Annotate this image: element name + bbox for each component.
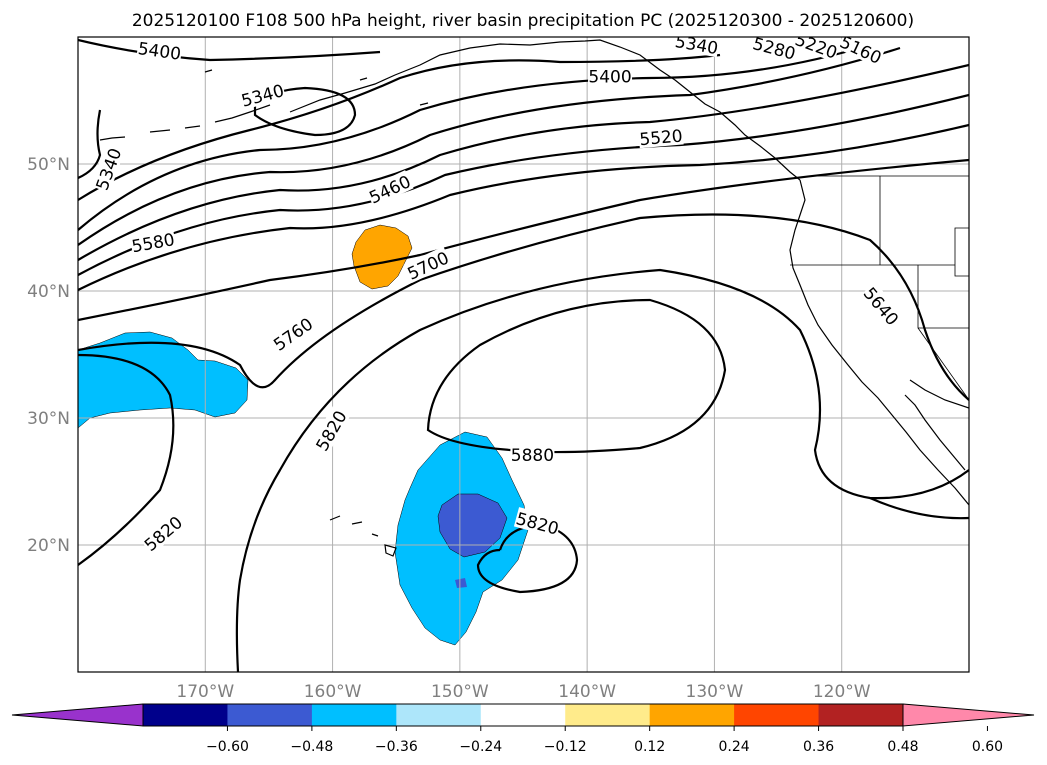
latitude-tick-label: 50°N bbox=[27, 155, 70, 175]
contour-label: 5520 bbox=[639, 126, 684, 150]
contour-label-background bbox=[90, 144, 125, 193]
contour-label-background bbox=[750, 37, 799, 63]
plot-background bbox=[78, 37, 969, 672]
contour-label-background bbox=[268, 312, 317, 355]
contour-label: 5400 bbox=[588, 67, 631, 87]
contour-line bbox=[78, 53, 721, 201]
colorbar: −0.60 −0.48 −0.36 −0.24 −0.12 0.12 0.24 0.36 0.4… bbox=[11, 703, 1035, 755]
longitude-tick-label: 120°W bbox=[813, 682, 871, 702]
state-borders bbox=[790, 175, 969, 401]
longitude-tick-label: 160°W bbox=[304, 682, 362, 702]
colorbar-tick-label: 0.60 bbox=[972, 739, 1003, 755]
contour-label-group: 5880 bbox=[510, 443, 555, 466]
longitude-tick-label: 130°W bbox=[686, 682, 744, 702]
colorbar-tick-label: −0.36 bbox=[375, 739, 418, 755]
longitude-tick-label: 150°W bbox=[431, 682, 489, 702]
colorbar-segment bbox=[734, 704, 820, 726]
colorbar-segment bbox=[565, 704, 651, 726]
contour-line bbox=[235, 268, 969, 672]
contour-label-background bbox=[403, 246, 452, 284]
colorbar-segment bbox=[227, 704, 313, 726]
north-america-west-coastline bbox=[789, 179, 969, 506]
alaska-coastline bbox=[289, 39, 801, 181]
colorbar-tick-label: 0.24 bbox=[719, 739, 750, 755]
longitude-tick-label: 140°W bbox=[558, 682, 616, 702]
longitude-labels: 170°W 160°W 150°W 140°W 130°W 120°W bbox=[176, 682, 870, 702]
contour-label-background bbox=[588, 65, 633, 86]
contour-label-background bbox=[136, 37, 183, 63]
contour-label-background bbox=[365, 170, 414, 207]
contour-line bbox=[78, 38, 381, 62]
colorbar-segment bbox=[396, 704, 482, 726]
contour-label-background bbox=[792, 37, 841, 62]
contour-line bbox=[78, 213, 969, 401]
map-frame bbox=[77, 36, 970, 673]
colorbar-segment bbox=[311, 704, 397, 726]
contour-label: 5340 bbox=[673, 32, 719, 59]
aleutian-islands bbox=[99, 69, 429, 141]
colorbar-segment bbox=[649, 704, 735, 726]
contour-line bbox=[78, 46, 901, 246]
contour-line bbox=[78, 109, 102, 180]
contour-label-group: 5340 bbox=[673, 32, 721, 59]
longitude-tick-label: 170°W bbox=[176, 682, 234, 702]
colorbar-tick-label: −0.48 bbox=[290, 739, 333, 755]
latitude-labels: 50°N 40°N 30°N 20°N bbox=[27, 155, 70, 556]
contour-line bbox=[78, 353, 175, 566]
contour-label-background bbox=[310, 406, 351, 455]
colorbar-segment bbox=[480, 704, 566, 726]
colorbar-segment bbox=[143, 704, 228, 726]
colorbar-extend-low bbox=[11, 703, 144, 727]
contour-label-background bbox=[139, 511, 186, 555]
contour-label-background bbox=[513, 507, 562, 538]
contour-line bbox=[253, 86, 357, 137]
orange-positive-anomaly bbox=[351, 224, 413, 290]
contour-label-background bbox=[860, 282, 904, 329]
contour-label-background bbox=[238, 79, 287, 110]
hawaiian-islands bbox=[329, 515, 397, 557]
contour-label-background bbox=[673, 37, 721, 58]
colorbar-extend-high bbox=[902, 703, 1035, 727]
royal-blue-negative-anomaly bbox=[455, 578, 467, 588]
colorbar-tick-label: −0.24 bbox=[459, 739, 502, 755]
gridlines bbox=[78, 37, 969, 672]
contour-line bbox=[78, 43, 871, 231]
colorbar-frame bbox=[142, 703, 904, 727]
contour-line bbox=[869, 496, 969, 520]
contour-line bbox=[78, 93, 969, 276]
contour-label-background bbox=[129, 228, 177, 256]
contour-label-background bbox=[638, 124, 684, 149]
latitude-tick-label: 20°N bbox=[27, 536, 70, 556]
colorbar-tick-label: 0.36 bbox=[803, 739, 834, 755]
contour-label-group: 5520 bbox=[638, 124, 684, 150]
contour-label-group: 5820 bbox=[513, 507, 562, 540]
contour-label: 5880 bbox=[511, 446, 554, 466]
colorbar-tick-label: 0.48 bbox=[887, 739, 918, 755]
contour-label-background bbox=[837, 37, 886, 68]
latitude-tick-label: 30°N bbox=[27, 409, 70, 429]
colorbar-tick-label: 0.12 bbox=[634, 739, 665, 755]
contour-label-background bbox=[510, 443, 555, 464]
contour-line bbox=[78, 63, 969, 261]
colorbar-segment bbox=[818, 704, 904, 726]
contour-line bbox=[78, 123, 969, 291]
map-title: 2025120100 F108 500 hPa height, river ba… bbox=[132, 11, 914, 31]
colorbar-tick-label: −0.12 bbox=[544, 739, 587, 755]
colorbar-tick-label: −0.60 bbox=[206, 739, 249, 755]
contour-line bbox=[78, 158, 969, 322]
baja-california-coastline bbox=[904, 379, 969, 471]
contour-label-group: 5400 bbox=[588, 65, 633, 87]
latitude-tick-label: 40°N bbox=[27, 282, 70, 302]
